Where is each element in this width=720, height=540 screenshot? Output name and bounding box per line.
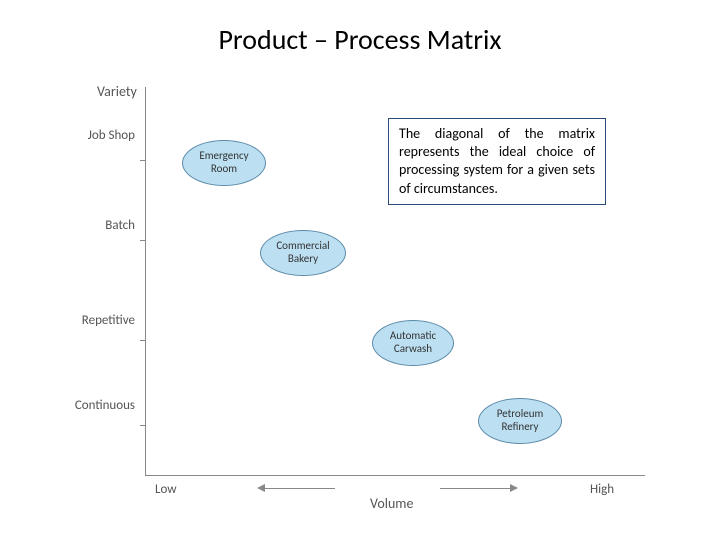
arrow-left-line	[265, 488, 335, 489]
y-tick-0	[140, 160, 145, 161]
page-title: Product – Process Matrix	[0, 22, 720, 57]
y-tick-1	[140, 240, 145, 241]
diagonal-callout: The diagonal of the matrix represents th…	[388, 118, 606, 205]
arrow-right-head	[510, 484, 518, 492]
x-axis-title: Volume	[370, 495, 413, 512]
y-label-batch: Batch	[60, 218, 135, 233]
y-label-continuous: Continuous	[60, 398, 135, 413]
y-tick-3	[140, 425, 145, 426]
x-label-low: Low	[155, 482, 177, 497]
x-axis	[145, 475, 645, 476]
y-label-jobshop: Job Shop	[60, 128, 135, 143]
y-tick-2	[140, 340, 145, 341]
x-label-high: High	[590, 482, 614, 497]
arrow-left-head	[257, 484, 265, 492]
matrix-node-3: PetroleumRefinery	[478, 398, 562, 444]
matrix-node-0: EmergencyRoom	[182, 140, 266, 186]
arrow-right-line	[440, 488, 510, 489]
y-axis	[145, 87, 146, 475]
y-axis-title: Variety	[97, 83, 137, 100]
y-label-repetitive: Repetitive	[60, 313, 135, 328]
matrix-node-2: AutomaticCarwash	[372, 320, 454, 366]
matrix-node-1: CommercialBakery	[260, 230, 346, 276]
